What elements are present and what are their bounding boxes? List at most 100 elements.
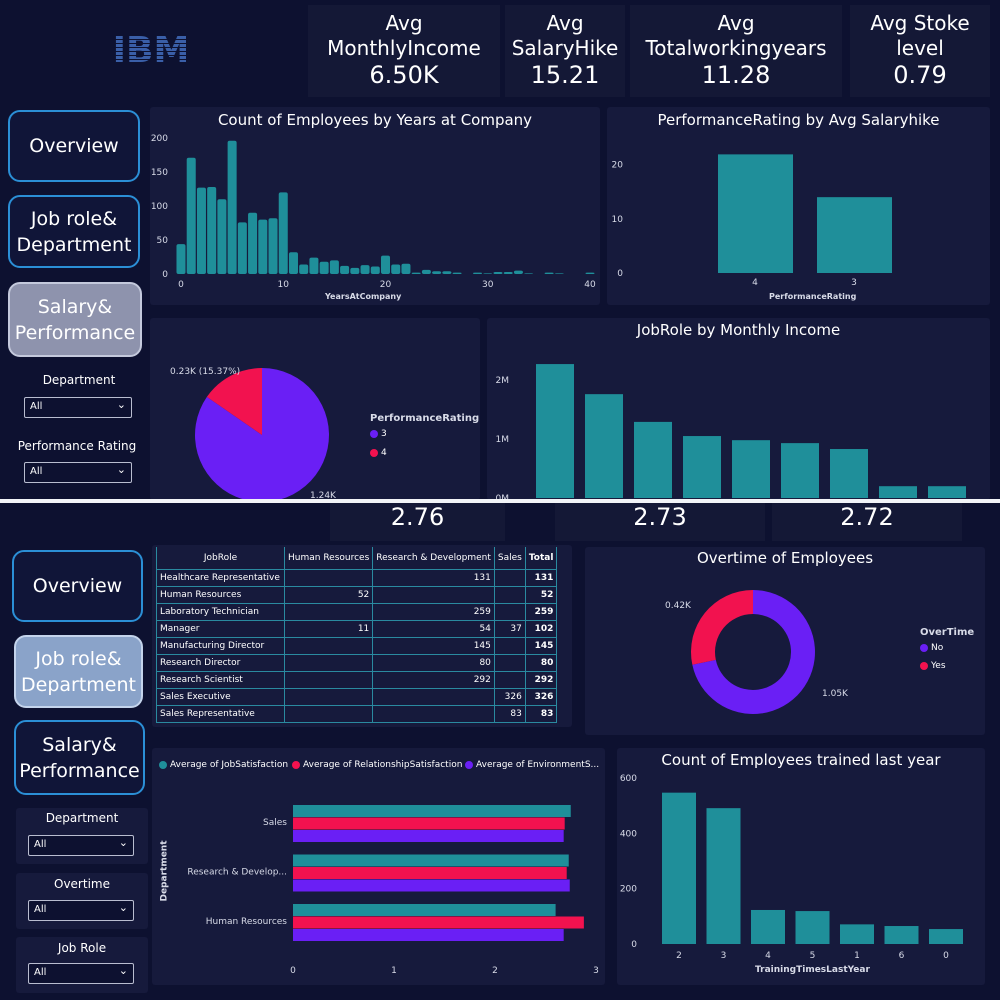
chart-years-at-company: Count of Employees by Years at Company 0…: [150, 107, 600, 305]
bar-plot: 0M 1M 2M: [496, 364, 966, 500]
nav-label: Overview: [32, 575, 123, 597]
legend-item[interactable]: Average of RelationshipSatisfaction: [292, 760, 462, 770]
legend-label: 4: [381, 448, 387, 458]
nav-overview-button[interactable]: Overview: [8, 110, 140, 182]
bar: [929, 929, 963, 944]
table-header-row: JobRole Human Resources Research & Develop…: [156, 547, 558, 570]
filter-department-label: Department: [42, 373, 116, 387]
hbar-plot: 0 1 2 3 Sales Research & Develop... Human Reso…: [187, 805, 599, 976]
column-header[interactable]: Total: [524, 547, 558, 570]
chart-performance-salaryhike: PerformanceRating by Avg Salaryhike 0 10 2…: [607, 107, 990, 305]
histogram-bar: [503, 271, 513, 274]
histogram-bar: [237, 222, 247, 274]
tick-label: 400: [620, 829, 637, 839]
table-cell: Manager: [156, 619, 285, 638]
donut-slice: [691, 590, 753, 665]
legend-label: 3: [381, 429, 387, 439]
nav-salary-performance-button[interactable]: Salary& Performance: [14, 720, 145, 795]
table-row: Manufacturing Director 145 145: [156, 636, 558, 655]
kpi-value-partial: 2.72: [772, 503, 962, 541]
table-cell: [283, 687, 374, 706]
bar: [585, 394, 623, 498]
legend-item[interactable]: No: [920, 643, 943, 653]
table-cell: 259: [524, 602, 558, 621]
filter-department-select[interactable]: All ⌄: [28, 835, 134, 856]
table-cell: 145: [524, 636, 558, 655]
table-cell: 83: [493, 704, 526, 723]
column-header[interactable]: Sales: [493, 547, 526, 570]
nav-label: Job role& Department: [21, 647, 136, 696]
x-axis-label: PerformanceRating: [769, 292, 857, 301]
tick-label: 1: [854, 951, 860, 961]
select-value: All: [30, 401, 43, 412]
histogram-bar: [319, 261, 329, 274]
legend-item[interactable]: Average of EnvironmentS...: [465, 760, 599, 770]
kpi-value-partial: 2.76: [330, 503, 505, 541]
legend-item[interactable]: Average of JobSatisfaction: [159, 760, 288, 770]
table-row: Research Director 80 80: [156, 653, 558, 672]
legend-label: Yes: [931, 661, 946, 671]
legend-title: PerformanceRating: [370, 413, 480, 424]
tick-label: 0: [631, 940, 637, 950]
column-header[interactable]: Human Resources: [283, 547, 374, 570]
svg-text:IBM: IBM: [113, 30, 190, 68]
tick-label: 600: [620, 774, 637, 784]
histogram-bar: [442, 271, 452, 274]
bar: [732, 440, 770, 498]
nav-overview-button[interactable]: Overview: [12, 550, 143, 622]
filter-jobrole-select[interactable]: All ⌄: [28, 963, 134, 984]
donut-slice: [692, 590, 815, 714]
chevron-down-icon: ⌄: [116, 398, 126, 411]
bar: [293, 867, 567, 879]
nav-jobrole-department-button[interactable]: Job role& Department: [8, 195, 140, 268]
chevron-down-icon: ⌄: [118, 964, 128, 977]
filter-department-label: Department: [45, 811, 119, 825]
legend-dot: [920, 662, 928, 670]
chart-title: PerformanceRating by Avg Salaryhike: [657, 111, 940, 129]
column-header[interactable]: Research & Development: [372, 547, 495, 570]
table-cell: 54: [372, 619, 495, 638]
legend-label: No: [931, 643, 944, 653]
column-header[interactable]: JobRole: [156, 547, 285, 570]
filter-overtime-label: Overtime: [54, 877, 110, 891]
tick-label: 150: [151, 168, 168, 178]
chart-title: JobRole by Monthly Income: [636, 321, 841, 339]
tick-label: 0: [178, 280, 184, 290]
tick-label: 2: [676, 951, 682, 961]
chart-title: Count of Employees by Years at Company: [217, 111, 533, 129]
slice-label: 0.42K: [665, 601, 691, 611]
tick-label: 3: [593, 966, 599, 976]
legend-item[interactable]: 4: [370, 448, 387, 458]
legend-item[interactable]: 3: [370, 429, 387, 439]
histogram-bar: [585, 272, 595, 274]
legend-title: OverTime: [920, 627, 975, 638]
table-cell: Sales Executive: [156, 687, 285, 706]
table-row: Manager 11 54 37 102: [156, 619, 558, 638]
filter-performance-rating-select[interactable]: All ⌄: [24, 462, 132, 483]
chevron-down-icon: ⌄: [118, 901, 128, 914]
pie-slice: [206, 368, 262, 435]
kpi-label: Avg Totalworkingyears: [645, 11, 827, 60]
table-cell: [372, 704, 495, 723]
tick-label: 0M: [496, 494, 510, 500]
histogram-bar: [278, 192, 288, 274]
legend-item[interactable]: Yes: [920, 661, 946, 671]
table-cell: [493, 602, 526, 621]
table-cell: 131: [524, 568, 558, 587]
bar-plot: 0 10 20 4 3: [612, 154, 892, 288]
table-cell: Healthcare Representative: [156, 568, 285, 587]
table-cell: [283, 568, 374, 587]
filter-overtime-select[interactable]: All ⌄: [28, 900, 134, 921]
nav-jobrole-department-button[interactable]: Job role& Department: [14, 635, 143, 708]
ibm-logo: IBM: [108, 28, 194, 71]
bar: [293, 879, 570, 892]
table-cell: 292: [372, 670, 495, 689]
legend-dot: [292, 761, 300, 769]
select-value: All: [34, 839, 47, 850]
bar: [840, 924, 874, 944]
table-row: Human Resources 52 52: [156, 585, 558, 604]
table-cell: 37: [493, 619, 526, 638]
nav-salary-performance-button[interactable]: Salary& Performance: [8, 282, 142, 357]
filter-department-select[interactable]: All ⌄: [24, 397, 132, 418]
table-cell: Research Director: [156, 653, 285, 672]
